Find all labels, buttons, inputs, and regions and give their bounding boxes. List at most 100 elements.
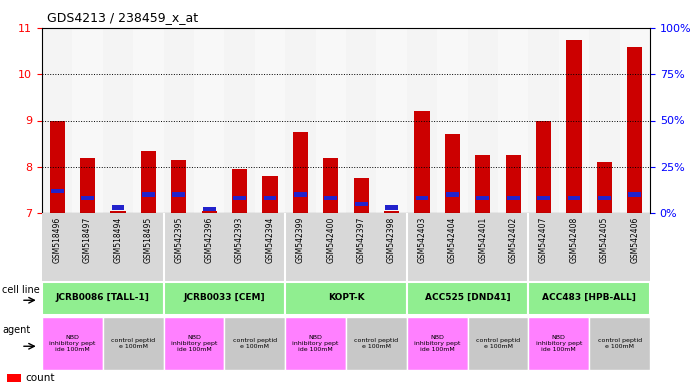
Bar xyxy=(201,211,217,213)
Text: GSM518495: GSM518495 xyxy=(144,217,153,263)
Text: NBD
inhibitory pept
ide 100mM: NBD inhibitory pept ide 100mM xyxy=(293,335,339,352)
Bar xyxy=(385,205,398,210)
Text: GSM542408: GSM542408 xyxy=(569,217,578,263)
Bar xyxy=(285,28,315,213)
Text: GSM542395: GSM542395 xyxy=(175,217,184,263)
Bar xyxy=(142,192,155,197)
Bar xyxy=(346,317,407,370)
Bar xyxy=(506,196,520,200)
Text: control peptid
e 100mM: control peptid e 100mM xyxy=(111,338,155,349)
Bar xyxy=(529,317,589,370)
Bar xyxy=(42,282,164,314)
Bar xyxy=(559,28,589,213)
Text: control peptid
e 100mM: control peptid e 100mM xyxy=(233,338,277,349)
Bar xyxy=(536,121,551,213)
Text: control peptid
e 100mM: control peptid e 100mM xyxy=(476,338,520,349)
Bar xyxy=(346,28,377,213)
Text: GSM542407: GSM542407 xyxy=(539,217,548,263)
Text: GSM518494: GSM518494 xyxy=(113,217,123,263)
Text: GSM542403: GSM542403 xyxy=(417,217,426,263)
Text: GSM542396: GSM542396 xyxy=(205,217,214,263)
Bar xyxy=(529,28,559,213)
Bar xyxy=(415,111,430,213)
Bar xyxy=(589,317,650,370)
Text: GSM542394: GSM542394 xyxy=(266,217,275,263)
Bar xyxy=(627,46,642,213)
Bar xyxy=(7,374,21,382)
Text: ACC525 [DND41]: ACC525 [DND41] xyxy=(425,293,511,302)
Text: agent: agent xyxy=(2,325,30,335)
Bar xyxy=(629,192,641,197)
Text: GSM542401: GSM542401 xyxy=(478,217,487,263)
Bar xyxy=(294,192,307,197)
Bar xyxy=(445,134,460,213)
Bar xyxy=(232,169,247,213)
Bar xyxy=(194,28,224,213)
Bar xyxy=(103,28,133,213)
Bar xyxy=(110,211,126,213)
Bar xyxy=(164,28,194,213)
Bar xyxy=(384,211,400,213)
Bar xyxy=(597,162,612,213)
Text: cell line: cell line xyxy=(2,285,40,295)
Text: GDS4213 / 238459_x_at: GDS4213 / 238459_x_at xyxy=(47,11,198,24)
Bar xyxy=(353,178,368,213)
Bar xyxy=(446,192,459,197)
Text: GSM542400: GSM542400 xyxy=(326,217,335,263)
Bar xyxy=(498,28,529,213)
Bar xyxy=(566,40,582,213)
Bar xyxy=(598,196,611,200)
Bar xyxy=(233,196,246,200)
Bar xyxy=(506,155,521,213)
Text: JCRB0086 [TALL-1]: JCRB0086 [TALL-1] xyxy=(56,293,150,302)
Bar xyxy=(377,28,407,213)
Bar xyxy=(568,196,580,200)
Text: JCRB0033 [CEM]: JCRB0033 [CEM] xyxy=(184,293,265,302)
Bar xyxy=(293,132,308,213)
Bar xyxy=(80,157,95,213)
Text: GSM542404: GSM542404 xyxy=(448,217,457,263)
Bar xyxy=(324,196,337,200)
Bar xyxy=(103,317,164,370)
Bar xyxy=(203,207,216,211)
Text: NBD
inhibitory pept
ide 100mM: NBD inhibitory pept ide 100mM xyxy=(171,335,217,352)
Text: GSM518497: GSM518497 xyxy=(83,217,92,263)
Bar xyxy=(620,28,650,213)
Bar xyxy=(323,157,338,213)
Bar xyxy=(171,160,186,213)
Text: NBD
inhibitory pept
ide 100mM: NBD inhibitory pept ide 100mM xyxy=(49,335,96,352)
Bar xyxy=(468,317,529,370)
Bar xyxy=(42,28,72,213)
Bar xyxy=(264,196,277,200)
Text: control peptid
e 100mM: control peptid e 100mM xyxy=(598,338,642,349)
Bar xyxy=(415,196,428,200)
Text: GSM542397: GSM542397 xyxy=(357,217,366,263)
Bar xyxy=(285,282,407,314)
Bar xyxy=(164,282,285,314)
Bar xyxy=(255,28,285,213)
Bar xyxy=(262,176,277,213)
Bar xyxy=(51,189,63,193)
Text: GSM542398: GSM542398 xyxy=(387,217,396,263)
Text: NBD
inhibitory pept
ide 100mM: NBD inhibitory pept ide 100mM xyxy=(535,335,582,352)
Bar xyxy=(224,28,255,213)
Bar xyxy=(42,317,103,370)
Bar xyxy=(224,317,285,370)
Text: ACC483 [HPB-ALL]: ACC483 [HPB-ALL] xyxy=(542,293,636,302)
Bar xyxy=(407,317,468,370)
Bar xyxy=(141,151,156,213)
Text: control peptid
e 100mM: control peptid e 100mM xyxy=(355,338,398,349)
Text: GSM542406: GSM542406 xyxy=(630,217,640,263)
Bar xyxy=(476,196,489,200)
Bar xyxy=(315,28,346,213)
Bar xyxy=(437,28,468,213)
Bar xyxy=(355,202,368,206)
Text: NBD
inhibitory pept
ide 100mM: NBD inhibitory pept ide 100mM xyxy=(414,335,460,352)
Text: KOPT-K: KOPT-K xyxy=(328,293,364,302)
Bar xyxy=(112,205,124,210)
Bar xyxy=(81,196,94,200)
Bar xyxy=(133,28,164,213)
Bar xyxy=(537,196,550,200)
Bar xyxy=(285,317,346,370)
Text: GSM518496: GSM518496 xyxy=(52,217,61,263)
